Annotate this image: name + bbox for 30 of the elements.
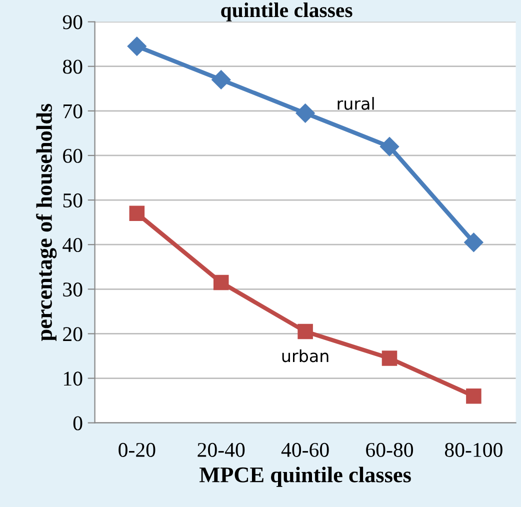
point [466,388,482,404]
x-tick-label: 60-80 [366,442,414,457]
x-tick-label: 20-40 [198,442,245,457]
point [298,324,313,340]
point [129,206,145,222]
x-tick-label: 80-100 [444,442,502,457]
point [296,104,315,123]
y-tick-label: 80 [62,60,82,74]
y-tick-label: 60 [63,148,82,163]
x-tick-label: 0-20 [118,442,156,457]
y-tick-label: 0 [73,416,82,430]
y-tick-label: 20 [63,327,82,342]
chart-title: quintile classes [221,2,352,22]
series-label: rural [338,97,374,110]
point [212,70,231,90]
y-tick-label: 10 [64,372,82,386]
point [464,232,484,252]
series-label: urban [282,349,328,362]
x-tick-label: 40-60 [281,442,329,457]
y-axis-title: percentage of households [36,104,57,341]
y-tick-label: 50 [63,193,82,208]
y-tick-label: 90 [62,15,82,30]
point [127,36,146,56]
point [213,274,229,290]
y-tick-label: 40 [62,238,82,252]
point [380,137,400,156]
x-axis-title: MPCE quintile classes [200,466,411,487]
y-tick-label: 70 [64,104,82,118]
y-tick-label: 30 [63,282,82,297]
point [382,350,398,366]
